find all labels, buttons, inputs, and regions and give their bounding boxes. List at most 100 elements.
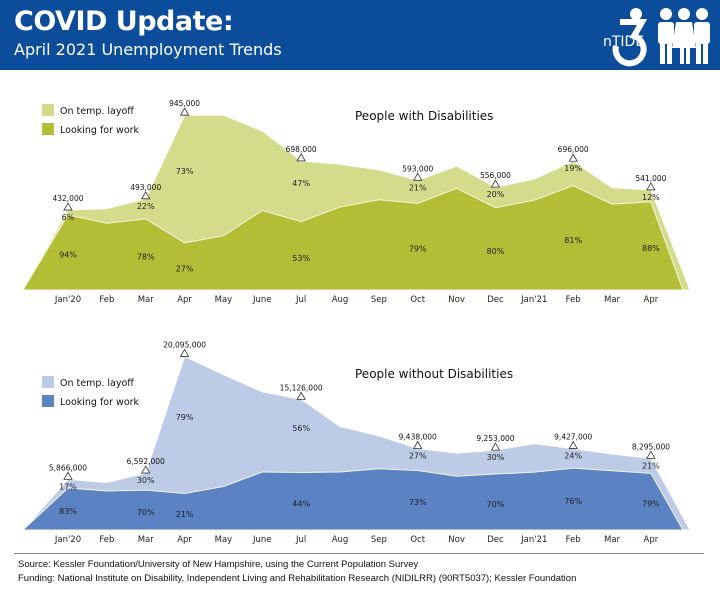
x-tick-label: Feb — [566, 295, 581, 305]
x-tick-label: June — [252, 295, 272, 305]
x-tick-label: Nov — [448, 295, 465, 305]
x-tick-label: Apr — [644, 295, 659, 305]
total-marker — [296, 391, 306, 400]
total-marker — [646, 450, 656, 459]
layoff-pct-label: 20% — [487, 190, 505, 199]
total-marker — [296, 153, 306, 162]
x-tick-label: Nov — [448, 535, 465, 545]
looking-pct-label: 81% — [564, 236, 582, 245]
x-tick-label: Jul — [295, 535, 306, 545]
layoff-pct-label: 73% — [176, 167, 194, 176]
total-marker — [568, 440, 578, 449]
legend-swatch-looking — [42, 123, 54, 135]
x-tick-label: Oct — [410, 535, 425, 545]
source-note: Source: Kessler Foundation/University of… — [18, 559, 419, 570]
total-label: 6,592,000 — [127, 457, 165, 466]
total-marker — [141, 190, 151, 200]
total-label: 9,427,000 — [554, 433, 592, 442]
total-marker — [490, 442, 501, 451]
x-tick-label: Aug — [332, 535, 349, 545]
layoff-pct-label: 6% — [62, 213, 75, 222]
x-tick-label: Oct — [410, 295, 425, 305]
looking-pct-label: 44% — [292, 499, 310, 508]
x-tick-label: Jan'20 — [54, 535, 81, 545]
x-tick-label: Mar — [138, 535, 155, 545]
area-looking-for-work — [21, 467, 684, 531]
x-tick-label: Jan'21 — [520, 535, 547, 545]
total-label: 698,000 — [286, 145, 317, 154]
looking-pct-label: 76% — [564, 497, 582, 506]
legend-label-layoff: On temp. layoff — [60, 378, 134, 389]
total-label: 696,000 — [558, 145, 589, 154]
x-tick-label: Jul — [295, 295, 306, 305]
total-marker — [568, 153, 578, 162]
looking-pct-label: 88% — [642, 244, 660, 253]
x-tick-label: Apr — [177, 295, 192, 305]
looking-pct-label: 70% — [487, 500, 505, 509]
x-tick-label: May — [215, 535, 233, 545]
chart-without-disabilities: Jan'20 Feb Mar Apr May June Jul Aug Sep Oct Nov Dec… — [21, 340, 691, 545]
total-marker — [413, 172, 423, 181]
x-tick-label: Jan'21 — [520, 295, 547, 305]
chart-title: People with Disabilities — [355, 109, 493, 123]
looking-pct-label: 94% — [59, 250, 77, 259]
x-tick-label: Mar — [604, 535, 621, 545]
x-tick-label: Mar — [604, 295, 621, 305]
total-marker — [179, 107, 190, 116]
looking-pct-label: 79% — [409, 245, 427, 254]
page-title: COVID Update: — [14, 6, 234, 37]
page-subtitle: April 2021 Unemployment Trends — [14, 40, 282, 59]
total-label: 493,000 — [130, 183, 161, 192]
total-label: 15,126,000 — [280, 383, 323, 392]
legend-label-looking: Looking for work — [60, 397, 140, 408]
looking-pct-label: 78% — [137, 252, 155, 261]
x-tick-label: Sep — [371, 535, 387, 545]
layoff-pct-label: 47% — [292, 179, 310, 188]
x-tick-label: Apr — [177, 535, 192, 545]
total-marker — [179, 348, 190, 357]
x-tick-label: Dec — [487, 295, 504, 305]
total-marker — [413, 440, 423, 449]
x-tick-label: Sep — [371, 295, 387, 305]
looking-pct-label: 70% — [137, 508, 155, 517]
total-marker — [63, 202, 73, 211]
header-banner: COVID Update: April 2021 Unemployment Tr… — [0, 0, 720, 70]
chart-title: People without Disabilities — [355, 367, 513, 381]
total-label: 5,866,000 — [49, 463, 87, 472]
total-marker — [490, 179, 501, 188]
layoff-pct-label: 21% — [409, 183, 427, 192]
footer-divider — [14, 553, 704, 554]
x-tick-label: Dec — [487, 535, 504, 545]
total-marker — [646, 182, 656, 191]
layoff-pct-label: 22% — [137, 202, 155, 211]
total-label: 556,000 — [480, 171, 511, 180]
total-label: 8,295,000 — [632, 442, 670, 451]
legend-swatch-layoff — [42, 376, 54, 388]
x-tick-label: Feb — [99, 295, 114, 305]
looking-pct-label: 79% — [642, 500, 660, 509]
total-marker — [141, 465, 151, 474]
layoff-pct-label: 30% — [487, 453, 505, 462]
layoff-pct-label: 24% — [564, 452, 582, 461]
total-label: 432,000 — [52, 194, 83, 203]
looking-pct-label: 21% — [176, 510, 194, 519]
legend-label-looking: Looking for work — [60, 125, 140, 136]
logo-text: nTIDE — [603, 34, 645, 50]
x-tick-label: May — [215, 295, 233, 305]
legend-swatch-layoff — [42, 104, 54, 116]
x-tick-label: Aug — [332, 295, 349, 305]
total-marker — [63, 471, 73, 480]
layoff-pct-label: 12% — [642, 193, 660, 202]
looking-pct-label: 80% — [487, 247, 505, 256]
layoff-pct-label: 30% — [137, 476, 155, 485]
total-label: 593,000 — [402, 164, 433, 173]
area-looking-for-work — [22, 185, 684, 291]
looking-pct-label: 83% — [59, 507, 77, 516]
layoff-pct-label: 17% — [59, 482, 77, 491]
chart-with-disabilities: Jan'20 Feb Mar Apr May June Jul Aug Sep Oct Nov Dec… — [22, 99, 691, 305]
layoff-pct-label: 21% — [642, 461, 660, 470]
x-tick-label: Jan'20 — [54, 295, 81, 305]
ntide-logo — [612, 8, 710, 67]
x-tick-label: Mar — [138, 295, 155, 305]
